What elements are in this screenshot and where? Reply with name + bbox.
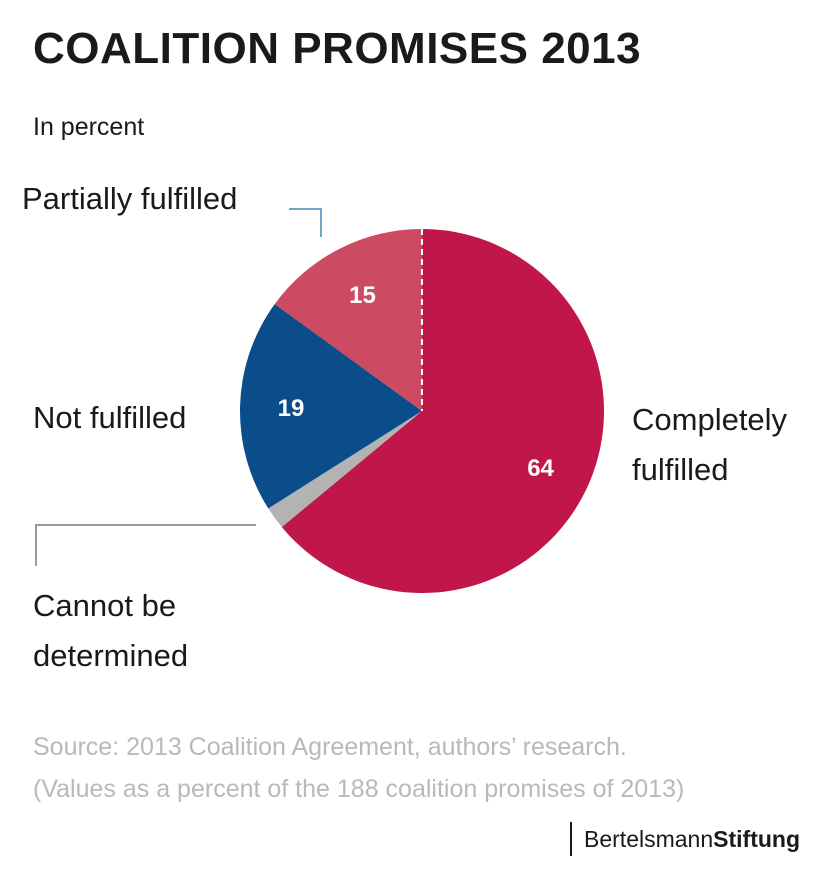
partial-leader-line: [289, 208, 322, 237]
legend-label-cannot-line2: determined: [33, 638, 189, 673]
legend-label-not-fulfilled: Not fulfilled: [33, 400, 187, 435]
legend-label-cannot-line1: Cannot be: [33, 588, 177, 623]
pie-slice-not-fulfilled: [240, 304, 422, 509]
chart-subtitle: In percent: [33, 113, 145, 141]
legend-label-completely-fulfilled: Completely fulfilled: [632, 395, 822, 495]
legend-label-partially-fulfilled: Partially fulfilled: [22, 181, 238, 216]
legend-label-completely-line1: Completely: [632, 402, 788, 437]
pie-slice-cannot-be-determined: [268, 411, 422, 528]
chart-title: COALITION PROMISES 2013: [33, 24, 642, 73]
pie-slice-completely-fulfilled: [281, 229, 604, 593]
values-note: (Values as a percent of the 188 coalitio…: [33, 775, 685, 803]
pie-value-label-not-fulfilled: 19: [278, 395, 305, 422]
pie-slice-partially-fulfilled: [274, 229, 422, 411]
bertelsmann-stiftung-logo: Bertelsmann Stiftung: [570, 822, 800, 856]
pie-value-label-partially-fulfilled: 15: [349, 282, 376, 309]
source-note: Source: 2013 Coalition Agreement, author…: [33, 733, 627, 761]
pie-value-label-completely-fulfilled: 64: [527, 455, 554, 482]
logo-text-bertelsmann: Bertelsmann: [584, 825, 714, 852]
legend-label-cannot-be-determined: Cannot be determined: [33, 581, 293, 681]
logo-text-stiftung: Stiftung: [713, 825, 800, 852]
legend-label-completely-line2: fulfilled: [632, 452, 729, 487]
cannot-leader-line: [35, 524, 256, 566]
